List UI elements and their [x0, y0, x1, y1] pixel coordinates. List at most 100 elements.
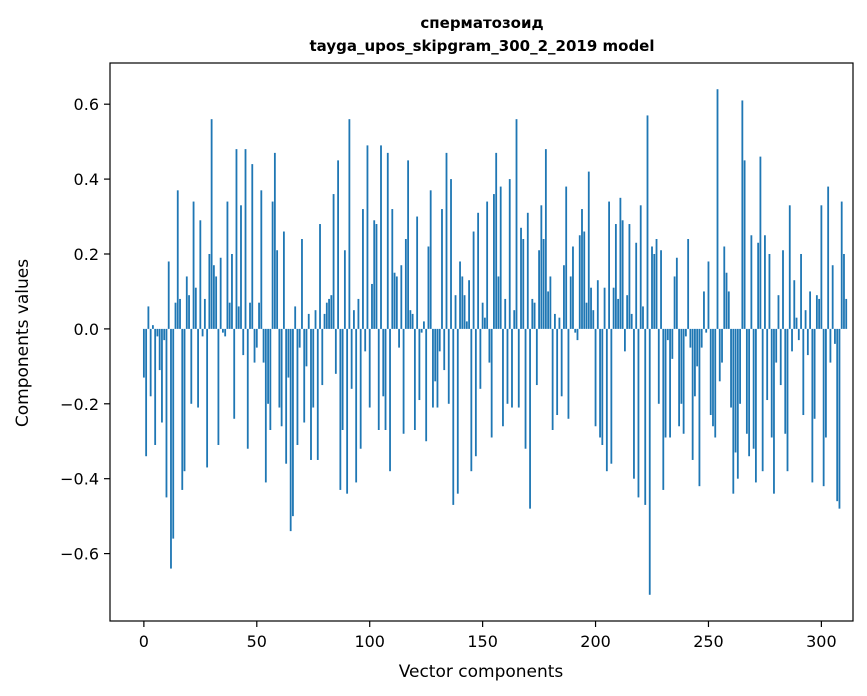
bar-213	[624, 328, 626, 352]
bar-65	[289, 328, 292, 532]
bar-247	[700, 328, 703, 348]
bar-261	[732, 328, 735, 494]
bar-134	[445, 152, 448, 329]
bar-121	[416, 216, 419, 329]
bar-86	[337, 160, 339, 329]
bar-292	[802, 328, 805, 416]
bar-309	[840, 201, 843, 329]
bar-39	[231, 253, 233, 329]
bar-120	[413, 328, 416, 430]
bar-291	[800, 253, 802, 329]
bar-210	[617, 298, 620, 329]
bar-44	[242, 328, 245, 356]
bar-183	[556, 328, 559, 416]
bar-299	[818, 298, 821, 329]
y-tick-label: −0.2	[60, 395, 99, 414]
bar-211	[619, 197, 622, 329]
bar-3	[149, 328, 152, 397]
bar-24	[197, 328, 199, 408]
bar-20	[188, 295, 190, 329]
bar-125	[425, 328, 428, 442]
bar-204	[603, 287, 606, 329]
bar-4	[152, 325, 154, 329]
bar-182	[553, 313, 556, 329]
bar-31	[212, 265, 215, 329]
bar-141	[461, 276, 464, 329]
bar-256	[721, 328, 723, 363]
bar-169	[524, 328, 527, 449]
bar-189	[569, 276, 572, 329]
bar-225	[651, 246, 653, 329]
bar-21	[190, 328, 193, 404]
bar-90	[346, 328, 349, 494]
bar-94	[355, 328, 358, 483]
bar-14	[174, 302, 177, 329]
bar-265	[741, 100, 744, 329]
bar-132	[441, 209, 443, 329]
bar-283	[782, 250, 784, 329]
bar-250	[707, 261, 710, 329]
bar-186	[563, 265, 565, 329]
bar-95	[357, 298, 360, 329]
bar-267	[745, 328, 748, 434]
bar-294	[806, 328, 809, 356]
bar-168	[522, 239, 525, 329]
bar-238	[680, 328, 683, 404]
bar-302	[825, 328, 827, 438]
bar-54	[264, 328, 267, 483]
bar-124	[423, 321, 425, 329]
bar-156	[495, 152, 498, 329]
bar-148	[477, 212, 480, 329]
bar-248	[703, 291, 705, 329]
bar-130	[436, 328, 439, 408]
bar-216	[630, 313, 633, 329]
bar-288	[793, 280, 796, 329]
bar-128	[432, 328, 434, 408]
x-tick-label: 100	[354, 632, 385, 651]
bar-118	[409, 310, 412, 329]
bar-32	[215, 276, 218, 329]
x-tick-label: 200	[580, 632, 611, 651]
x-tick-label: 300	[806, 632, 837, 651]
bar-113	[398, 328, 400, 348]
bar-271	[754, 328, 757, 483]
bar-218	[635, 242, 638, 329]
bar-280	[775, 328, 778, 363]
bar-161	[506, 328, 509, 404]
bar-307	[836, 328, 839, 502]
bar-9	[163, 328, 166, 341]
x-axis-ticks: 0 50 100 150 200 250 300	[139, 621, 837, 651]
bar-50	[255, 328, 258, 348]
bar-252	[712, 328, 714, 427]
y-axis-label: Components values	[13, 259, 33, 427]
bar-133	[443, 328, 446, 371]
bar-17	[181, 328, 184, 490]
bar-281	[777, 295, 780, 329]
chart-subtitle: tayga_upos_skipgram_300_2_2019 model	[310, 37, 655, 55]
bar-205	[605, 328, 608, 472]
bar-73	[307, 313, 310, 329]
bar-61	[280, 328, 283, 427]
bar-0	[142, 328, 145, 378]
bar-231	[664, 328, 667, 438]
bar-58	[273, 152, 276, 329]
bar-242	[689, 328, 692, 348]
bar-127	[429, 190, 432, 329]
chart-title: сперматозоид	[420, 14, 543, 32]
bar-26	[201, 328, 204, 337]
bar-304	[829, 328, 832, 363]
bar-77	[316, 328, 319, 460]
bar-146	[472, 231, 475, 329]
y-axis-ticks: −0.6 −0.4 −0.2 0.0 0.2 0.4 0.6	[60, 95, 110, 564]
bar-1	[145, 328, 148, 457]
bar-126	[427, 246, 430, 329]
bar-253	[714, 328, 717, 438]
bar-219	[637, 328, 640, 498]
bar-129	[434, 328, 437, 382]
bar-174	[535, 328, 538, 386]
plot-area-frame	[109, 62, 854, 622]
x-axis-label: Vector components	[399, 662, 564, 682]
bar-42	[237, 306, 240, 329]
bar-116	[404, 239, 407, 329]
